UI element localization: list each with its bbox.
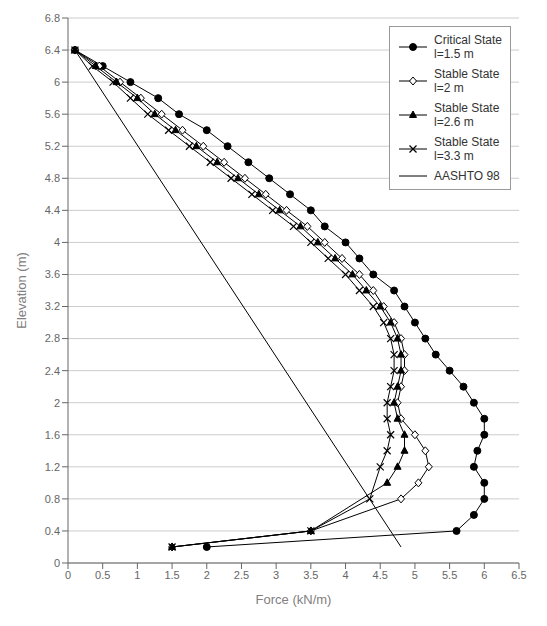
svg-text:4.8: 4.8 (45, 172, 60, 184)
svg-text:4.5: 4.5 (373, 569, 388, 581)
svg-text:6.5: 6.5 (511, 569, 526, 581)
svg-text:3: 3 (273, 569, 279, 581)
svg-text:Force (kN/m): Force (kN/m) (256, 592, 332, 607)
svg-text:6: 6 (54, 76, 60, 88)
svg-text:4: 4 (342, 569, 348, 581)
svg-text:2: 2 (54, 397, 60, 409)
svg-text:0.8: 0.8 (45, 493, 60, 505)
html-text:Stable State l=2.6 m: Stable State l=2.6 m (434, 101, 500, 129)
svg-text:3.2: 3.2 (45, 300, 60, 312)
svg-text:0.5: 0.5 (95, 569, 110, 581)
svg-text:5: 5 (412, 569, 418, 581)
svg-text:3.6: 3.6 (45, 268, 60, 280)
svg-text:1.6: 1.6 (45, 429, 60, 441)
svg-text:1.5: 1.5 (164, 569, 179, 581)
svg-text:0: 0 (65, 569, 71, 581)
svg-text:0: 0 (54, 557, 60, 569)
svg-text:4.4: 4.4 (45, 204, 60, 216)
svg-text:2.4: 2.4 (45, 365, 60, 377)
svg-text:1: 1 (134, 569, 140, 581)
svg-text:1.2: 1.2 (45, 461, 60, 473)
html-text:Stable State l=2 m: Stable State l=2 m (434, 67, 500, 95)
svg-text:5.5: 5.5 (442, 569, 457, 581)
html-text:Stable State l=3.3 m: Stable State l=3.3 m (434, 135, 500, 163)
svg-text:6.8: 6.8 (45, 12, 60, 24)
svg-text:2.5: 2.5 (234, 569, 249, 581)
html-text:Critical State l=1.5 m: Critical State l=1.5 m (434, 33, 502, 61)
svg-text:3.5: 3.5 (303, 569, 318, 581)
svg-text:5.6: 5.6 (45, 108, 60, 120)
svg-text:6.4: 6.4 (45, 44, 60, 56)
svg-text:2.8: 2.8 (45, 332, 60, 344)
html-text:AASHTO 98: AASHTO 98 (434, 169, 500, 183)
svg-text:6: 6 (481, 569, 487, 581)
svg-text:5.2: 5.2 (45, 140, 60, 152)
svg-text:2: 2 (204, 569, 210, 581)
svg-text:0.4: 0.4 (45, 525, 60, 537)
svg-text:4: 4 (54, 236, 60, 248)
svg-text:Elevation (m): Elevation (m) (14, 252, 29, 329)
